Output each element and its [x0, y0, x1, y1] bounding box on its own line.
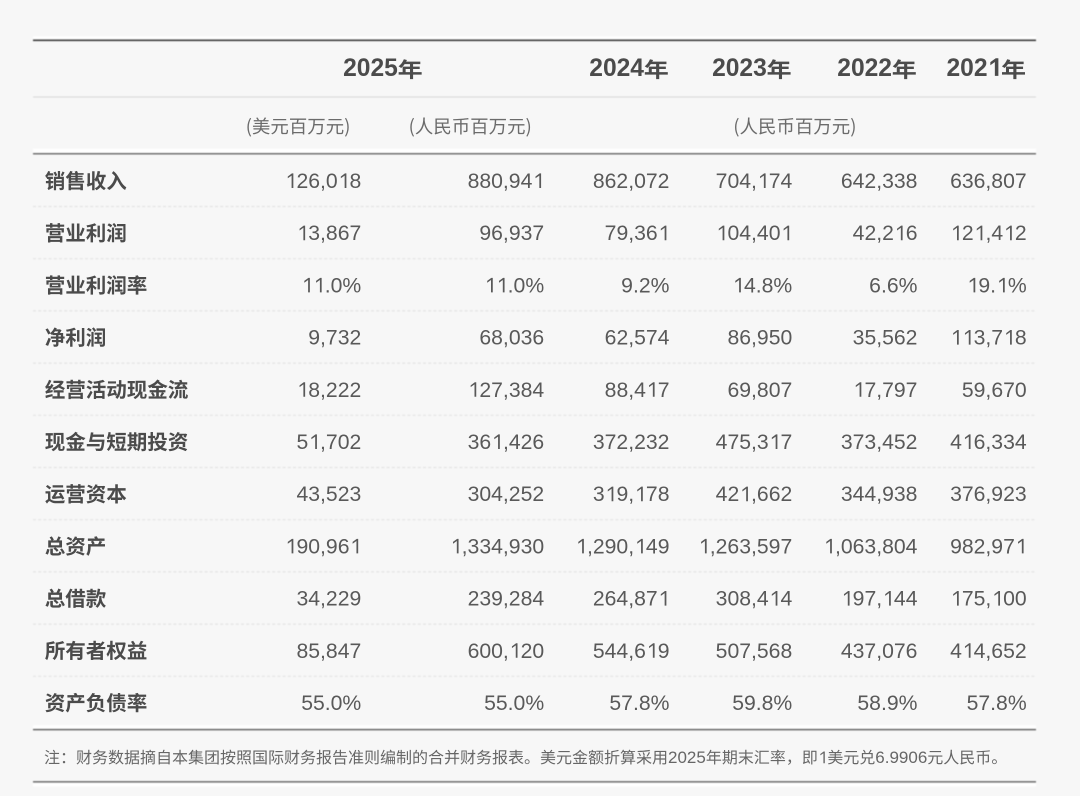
- svg-text:88,4: 88,4: [605, 379, 646, 402]
- svg-text:308,4: 308,4: [716, 588, 769, 611]
- svg-text:,702: ,702: [320, 431, 361, 454]
- svg-text:437,076: 437,076: [841, 640, 918, 663]
- svg-text:372,232: 372,232: [593, 431, 670, 454]
- svg-text:880,94: 880,94: [468, 170, 533, 193]
- svg-text:75,: 75,: [962, 588, 991, 611]
- svg-text:42: 42: [716, 483, 740, 506]
- svg-text:6: 6: [906, 222, 918, 245]
- svg-text:4: 4: [781, 588, 793, 611]
- svg-text:,662: ,662: [751, 483, 792, 506]
- svg-text:7: 7: [658, 379, 670, 402]
- svg-text:4: 4: [950, 431, 962, 454]
- svg-text:59,670: 59,670: [962, 379, 1027, 402]
- svg-text:26,0: 26,0: [296, 170, 337, 193]
- svg-text:00: 00: [1003, 588, 1027, 611]
- svg-text:27,384: 27,384: [479, 379, 544, 402]
- svg-text:85,847: 85,847: [296, 640, 361, 663]
- svg-text:34,229: 34,229: [296, 588, 361, 611]
- svg-text:9,: 9,: [616, 483, 634, 506]
- svg-text:8: 8: [1015, 327, 1027, 350]
- svg-text:04,40: 04,40: [727, 222, 780, 245]
- svg-text:57.8%: 57.8%: [609, 692, 669, 715]
- svg-text:69,807: 69,807: [727, 379, 792, 402]
- svg-text:7,797: 7,797: [864, 379, 917, 402]
- svg-text:4: 4: [950, 640, 962, 663]
- svg-text:8,222: 8,222: [308, 379, 361, 402]
- svg-text:62,574: 62,574: [605, 327, 670, 350]
- svg-text:3,7: 3,7: [974, 327, 1003, 350]
- svg-text:2: 2: [962, 222, 974, 245]
- svg-text:20: 20: [521, 640, 545, 663]
- svg-text:3,867: 3,867: [308, 222, 361, 245]
- svg-text:,263,597: ,263,597: [710, 535, 792, 558]
- svg-text:2: 2: [1015, 222, 1027, 245]
- svg-text:4.8%: 4.8%: [744, 274, 792, 297]
- svg-text:7: 7: [781, 431, 793, 454]
- svg-text:,290,: ,290,: [587, 535, 634, 558]
- svg-text:4,652: 4,652: [974, 640, 1027, 663]
- svg-text:74: 74: [769, 170, 793, 193]
- svg-text:78: 78: [646, 483, 670, 506]
- svg-text:,334,930: ,334,930: [462, 535, 544, 558]
- svg-text:9.: 9.: [978, 274, 996, 297]
- svg-text:6.9906: 6.9906: [875, 748, 927, 767]
- svg-text:43,523: 43,523: [296, 483, 361, 506]
- svg-text:,4: ,4: [985, 222, 1003, 245]
- svg-text:96,937: 96,937: [479, 222, 544, 245]
- svg-text:982,97: 982,97: [950, 535, 1015, 558]
- svg-text:36: 36: [468, 431, 492, 454]
- svg-text:2024: 2024: [589, 55, 644, 82]
- svg-text:344,938: 344,938: [841, 483, 918, 506]
- svg-text:.0%: .0%: [325, 274, 362, 297]
- svg-text:636,807: 636,807: [950, 170, 1027, 193]
- svg-text:55.0%: 55.0%: [484, 692, 544, 715]
- svg-text:68,036: 68,036: [479, 327, 544, 350]
- svg-text:600,: 600,: [468, 640, 509, 663]
- svg-text:8: 8: [350, 170, 362, 193]
- svg-text:59.8%: 59.8%: [732, 692, 792, 715]
- svg-text:862,072: 862,072: [593, 170, 670, 193]
- svg-text:239,284: 239,284: [468, 588, 545, 611]
- svg-text:2022: 2022: [837, 55, 892, 82]
- svg-text:97,: 97,: [853, 588, 882, 611]
- svg-text:42,2: 42,2: [853, 222, 894, 245]
- svg-text:.0%: .0%: [508, 274, 545, 297]
- svg-text:9: 9: [658, 640, 670, 663]
- svg-text:49: 49: [646, 535, 670, 558]
- svg-text:9,732: 9,732: [308, 327, 361, 350]
- svg-text:264,87: 264,87: [593, 588, 658, 611]
- svg-text:6,334: 6,334: [974, 431, 1027, 454]
- svg-text:2025: 2025: [668, 748, 706, 767]
- svg-text:9.2%: 9.2%: [621, 274, 669, 297]
- svg-text:,426: ,426: [503, 431, 544, 454]
- svg-text:5: 5: [296, 431, 308, 454]
- svg-text:57.8%: 57.8%: [967, 692, 1027, 715]
- svg-text:373,452: 373,452: [841, 431, 918, 454]
- svg-text:507,568: 507,568: [716, 640, 793, 663]
- svg-text:2023: 2023: [712, 55, 767, 82]
- svg-text:704,: 704,: [716, 170, 757, 193]
- svg-text:79,36: 79,36: [605, 222, 658, 245]
- svg-text:376,923: 376,923: [950, 483, 1027, 506]
- svg-text:35,562: 35,562: [853, 327, 918, 350]
- svg-text:55.0%: 55.0%: [301, 692, 361, 715]
- svg-text:86,950: 86,950: [727, 327, 792, 350]
- svg-text:90,96: 90,96: [296, 535, 349, 558]
- svg-text:,063,804: ,063,804: [835, 535, 918, 558]
- svg-text:475,3: 475,3: [716, 431, 769, 454]
- svg-text:202: 202: [946, 55, 987, 82]
- svg-text:642,338: 642,338: [841, 170, 918, 193]
- svg-text:2025: 2025: [343, 55, 398, 82]
- svg-text:544,6: 544,6: [593, 640, 646, 663]
- svg-text:304,252: 304,252: [468, 483, 545, 506]
- svg-text:44: 44: [894, 588, 918, 611]
- svg-text:58.9%: 58.9%: [857, 692, 917, 715]
- svg-text:3: 3: [593, 483, 605, 506]
- svg-text:6.6%: 6.6%: [869, 274, 917, 297]
- svg-text:%: %: [1008, 274, 1027, 297]
